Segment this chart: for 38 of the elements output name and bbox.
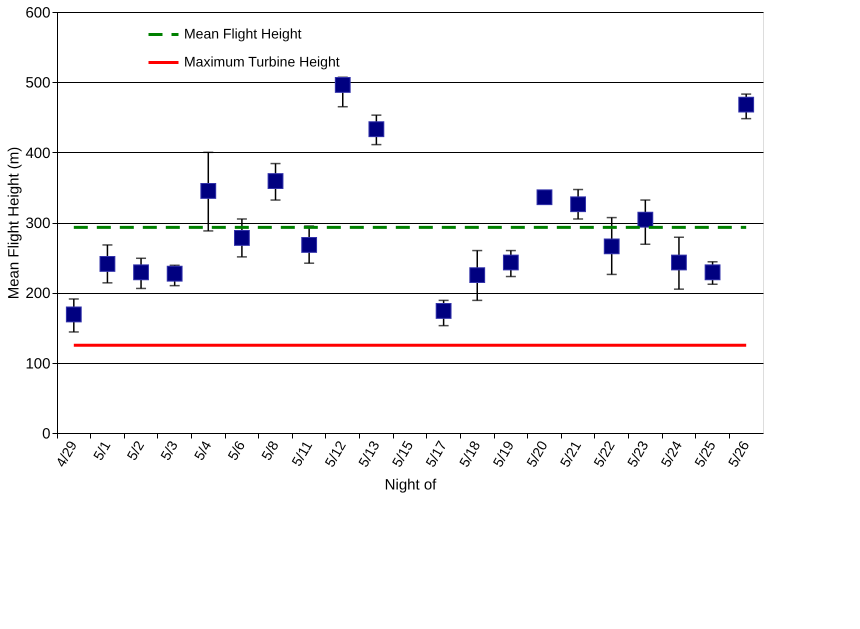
- point: [604, 238, 620, 254]
- point: [268, 173, 284, 190]
- x-tick-label: 5/3: [157, 438, 181, 463]
- point: [334, 77, 351, 93]
- point: [570, 196, 586, 212]
- point: [234, 230, 250, 246]
- y-tick-label: 500: [25, 74, 50, 92]
- point: [637, 212, 654, 228]
- point: [166, 266, 183, 282]
- x-tick-label: 5/4: [190, 438, 214, 463]
- x-tick-label: 5/11: [288, 438, 316, 469]
- legend-label: Mean Flight Height: [184, 26, 302, 42]
- x-tick-label: 5/8: [258, 438, 282, 463]
- y-tick-label: 400: [25, 144, 50, 162]
- y-tick-label: 100: [25, 355, 50, 372]
- point: [200, 183, 216, 199]
- y-tick-label: 600: [25, 4, 50, 22]
- y-axis-title: Mean Flight Height (m): [5, 146, 22, 300]
- point: [738, 96, 754, 113]
- point: [671, 254, 687, 270]
- point: [469, 267, 486, 284]
- y-tick-label: 300: [25, 215, 50, 232]
- point: [66, 306, 82, 322]
- point: [100, 256, 116, 272]
- x-tick-label: 5/1: [90, 438, 114, 463]
- point: [133, 264, 149, 280]
- legend-label: Maximum Turbine Height: [184, 54, 340, 70]
- x-tick-label: 5/6: [224, 438, 248, 463]
- x-axis-title: Night of: [384, 476, 438, 494]
- point: [301, 237, 318, 253]
- point: [502, 254, 519, 270]
- y-tick-label: 200: [25, 285, 50, 302]
- y-tick-label: 0: [42, 426, 50, 442]
- point: [368, 121, 384, 138]
- point: [536, 189, 552, 206]
- point: [704, 264, 720, 280]
- point: [436, 302, 452, 319]
- x-tick-label: 5/2: [124, 438, 148, 463]
